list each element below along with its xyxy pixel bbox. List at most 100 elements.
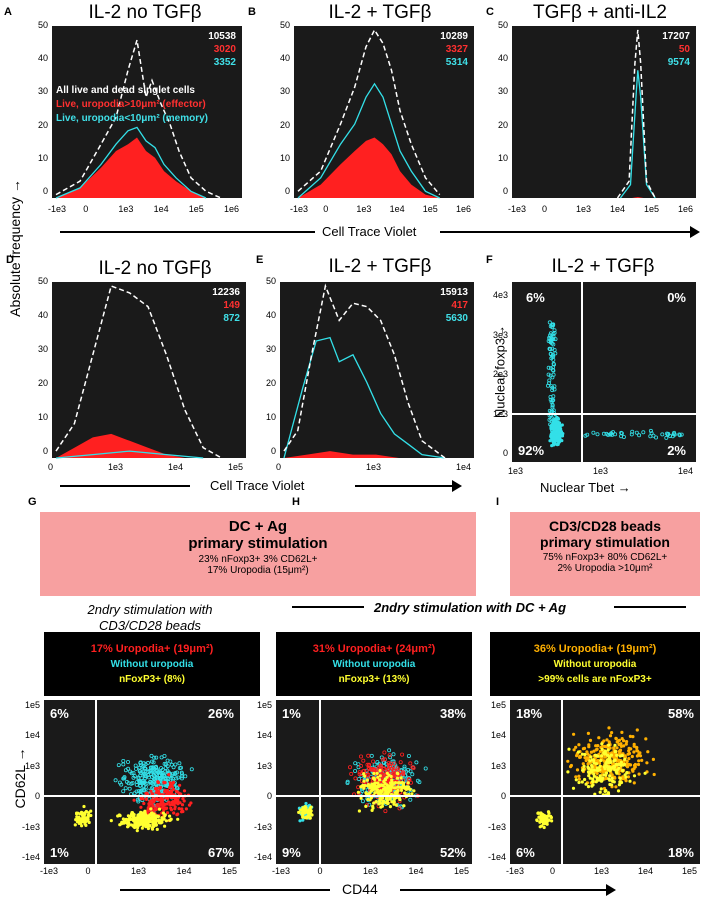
scatter-point: [126, 824, 130, 828]
scatter-point: [603, 755, 607, 759]
quadrant-ur: 38%: [439, 706, 466, 721]
scatter-point: [605, 738, 609, 742]
scatter-point: [615, 746, 619, 750]
scatter-point: [587, 774, 591, 778]
scatter-point: [581, 762, 585, 766]
scatter-point: [598, 790, 602, 794]
scatter-point: [637, 772, 641, 776]
scatter-point: [309, 811, 313, 816]
dc-ag-box: DC + Ag primary stimulation 23% nFoxp3+ …: [40, 512, 476, 596]
scatter-point: [644, 737, 648, 741]
scatter-point: [541, 814, 545, 818]
x-tick-label: -1e3: [508, 204, 527, 214]
y-tick-label: 10: [279, 152, 290, 163]
scatter-point: [174, 789, 179, 793]
scatter-point: [598, 764, 602, 768]
scatter-point: [372, 771, 376, 776]
scatter-point: [621, 768, 625, 773]
scatter-point: [631, 735, 635, 739]
scatter-point: [139, 796, 143, 801]
scatter-g-svg: [44, 700, 240, 864]
scatter-point: [625, 740, 629, 744]
scatter-point: [371, 759, 376, 764]
scatter-point: [615, 771, 619, 775]
series-all-line: [55, 285, 222, 459]
beads-title: CD3/CD28 beads: [548, 518, 662, 534]
scatter-point: [83, 822, 87, 826]
scatter-point: [546, 372, 551, 377]
y-tick-label: 20: [279, 119, 290, 130]
scatter-point: [378, 768, 382, 773]
scatter-point: [175, 813, 179, 817]
second-stim-lines: [292, 606, 686, 608]
y-tick-label: 1e3: [256, 760, 272, 771]
scatter-point: [548, 340, 553, 345]
scatter-point: [362, 779, 366, 783]
quadrant-lr: 2%: [667, 443, 686, 458]
scatter-point: [651, 433, 656, 438]
scatter-point: [144, 797, 148, 801]
y-tick-label: 1e4: [256, 730, 272, 741]
count-total: 12236: [212, 287, 240, 298]
scatter-point: [575, 768, 580, 772]
scatter-point: [303, 805, 307, 809]
x-tick-label: 1e5: [188, 204, 204, 214]
beads-subtitle: primary stimulation: [540, 534, 670, 550]
y-tick-label: 1e3: [490, 760, 506, 771]
y-tick-label: 0: [34, 791, 40, 802]
scatter-point: [550, 405, 555, 410]
scatter-point: [308, 806, 312, 810]
x-tick-label: 1e4: [389, 204, 405, 214]
y-ticks-c: 50 40 30 20 10 0: [488, 20, 510, 198]
y-tick-label: 0: [502, 448, 508, 458]
scatter-point: [140, 788, 145, 793]
scatter-point: [386, 784, 390, 788]
x-tick-label: 1e3: [593, 466, 609, 476]
scatter-point: [591, 780, 595, 784]
series-effector-area: [284, 451, 399, 458]
count-effector: 3327: [445, 44, 468, 55]
scatter-point: [560, 434, 565, 438]
scatter-point: [550, 325, 555, 330]
scatter-point: [169, 808, 174, 812]
scatter-point: [139, 805, 143, 809]
scatter-point: [399, 776, 403, 780]
scatter-point: [397, 785, 402, 789]
scatter-point: [172, 811, 176, 815]
y-ticks-h: 1e5 1e4 1e3 0 -1e3 -1e4: [248, 700, 274, 864]
scatter-point: [608, 734, 613, 738]
scatter-point: [617, 783, 621, 787]
scatter-point: [555, 435, 559, 440]
scatter-point: [382, 760, 387, 765]
scatter-point: [588, 738, 593, 742]
scatter-point: [651, 757, 655, 761]
scatter-point: [84, 816, 88, 820]
scatter-point: [349, 771, 354, 776]
quadrant-ll: 1%: [50, 845, 69, 860]
y-ticks-f: 4e3 3e3 2e3 1e3 0: [486, 290, 510, 460]
scatter-point: [625, 765, 630, 769]
scatter-point: [136, 789, 141, 794]
scatter-point: [160, 816, 164, 820]
info-box-i: 36% Uropodia+ (19μm²) Without uropodia >…: [490, 632, 700, 696]
scatter-point: [619, 742, 623, 746]
scatter-point: [369, 753, 374, 758]
ctv-arrow-bottom: [60, 480, 462, 492]
scatter-point: [645, 761, 649, 765]
x-ticks-f: 1e3 1e3 1e4: [508, 466, 696, 478]
scatter-point: [548, 366, 553, 371]
x-tick-label: 0: [542, 204, 548, 214]
scatter-point: [165, 789, 169, 793]
x-tick-label: 0: [550, 866, 556, 876]
scatter-point: [167, 800, 171, 804]
scatter-point: [158, 776, 163, 781]
scatter-point: [592, 761, 596, 765]
scatter-point: [620, 753, 624, 758]
quadrant-ul: 6%: [526, 290, 545, 305]
scatter-point: [551, 420, 556, 425]
scatter-point: [169, 775, 174, 780]
scatter-point: [628, 763, 632, 767]
scatter-point: [173, 799, 177, 803]
scatter-point: [126, 760, 131, 765]
scatter-point: [596, 754, 600, 758]
